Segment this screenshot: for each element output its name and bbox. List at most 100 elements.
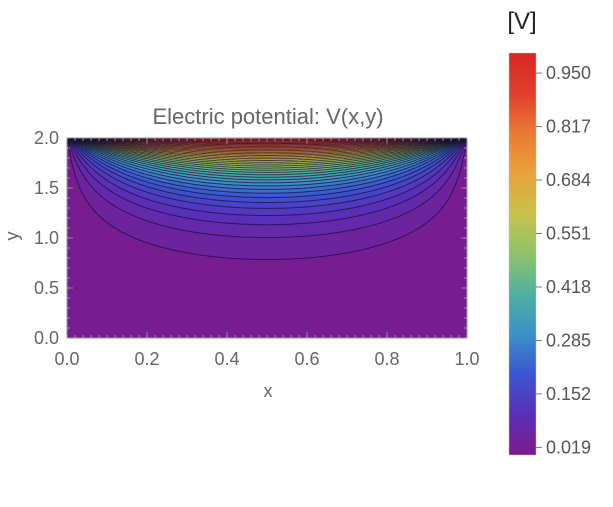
heatmap-cell — [435, 298, 440, 301]
heatmap-cell — [279, 248, 284, 251]
heatmap-cell — [227, 278, 232, 281]
heatmap-cell — [247, 310, 252, 313]
heatmap-cell — [371, 250, 376, 253]
heatmap-cell — [347, 334, 352, 337]
heatmap-cell — [275, 276, 280, 279]
heatmap-cell — [171, 284, 176, 287]
heatmap-cell — [159, 326, 164, 329]
heatmap-cell — [135, 274, 140, 277]
heatmap-cell — [239, 282, 244, 285]
heatmap-cell — [263, 318, 268, 321]
heatmap-cell — [287, 330, 292, 333]
heatmap-cell — [375, 302, 380, 305]
heatmap-cell — [399, 282, 404, 285]
heatmap-cell — [431, 290, 436, 293]
heatmap-cell — [327, 308, 332, 311]
heatmap-cell — [71, 238, 76, 241]
heatmap-cell — [111, 242, 116, 245]
heatmap-cell — [451, 322, 456, 325]
heatmap-cell — [171, 298, 176, 301]
heatmap-cell — [363, 258, 368, 261]
heatmap-cell — [243, 324, 248, 327]
heatmap-cell — [199, 294, 204, 297]
heatmap-cell — [235, 336, 240, 338]
heatmap-cell — [111, 264, 116, 267]
heatmap-cell — [231, 274, 236, 277]
heatmap-cell — [355, 238, 360, 241]
heatmap-cell — [315, 266, 320, 269]
heatmap-cell — [171, 264, 176, 267]
heatmap-cell — [87, 318, 92, 321]
heatmap-cell — [335, 296, 340, 299]
heatmap-cell — [155, 294, 160, 297]
heatmap-cell — [375, 262, 380, 265]
heatmap-cell — [459, 320, 464, 323]
heatmap-cell — [75, 306, 80, 309]
heatmap-cell — [291, 308, 296, 311]
heatmap-cell — [231, 254, 236, 257]
heatmap-cell — [143, 298, 148, 301]
heatmap-cell — [167, 288, 172, 291]
heatmap-cell — [283, 298, 288, 301]
heatmap-cell — [271, 284, 276, 287]
heatmap-cell — [439, 320, 444, 323]
heatmap-cell — [211, 250, 216, 253]
heatmap-cell — [127, 292, 132, 295]
heatmap-cell — [439, 240, 444, 243]
heatmap-cell — [159, 242, 164, 245]
heatmap-cell — [359, 250, 364, 253]
heatmap-cell — [91, 238, 96, 241]
heatmap-cell — [303, 290, 308, 293]
heatmap-cell — [95, 280, 100, 283]
heatmap-cell — [67, 334, 72, 337]
heatmap-cell — [191, 252, 196, 255]
heatmap-cell — [111, 318, 116, 321]
heatmap-cell — [323, 244, 328, 247]
heatmap-cell — [235, 292, 240, 295]
heatmap-cell — [155, 242, 160, 245]
heatmap-cell — [255, 298, 260, 301]
heatmap-cell — [459, 290, 464, 293]
heatmap-cell — [299, 320, 304, 323]
heatmap-cell — [127, 266, 132, 269]
heatmap-cell — [347, 258, 352, 261]
heatmap-cell — [455, 246, 460, 249]
heatmap-cell — [311, 318, 316, 321]
heatmap-cell — [115, 314, 120, 317]
heatmap-cell — [83, 310, 88, 313]
heatmap-cell — [419, 270, 424, 273]
heatmap-cell — [163, 296, 168, 299]
heatmap-cell — [67, 308, 72, 311]
heatmap-cell — [187, 268, 192, 271]
heatmap-cell — [155, 318, 160, 321]
heatmap-cell — [387, 310, 392, 313]
heatmap-cell — [455, 328, 460, 331]
heatmap-cell — [339, 286, 344, 289]
heatmap-cell — [151, 268, 156, 271]
heatmap-cell — [255, 322, 260, 325]
heatmap-cell — [127, 288, 132, 291]
heatmap-cell — [303, 328, 308, 331]
heatmap-cell — [379, 294, 384, 297]
heatmap-cell — [343, 284, 348, 287]
heatmap-cell — [159, 272, 164, 275]
heatmap-cell — [227, 316, 232, 319]
heatmap-cell — [215, 282, 220, 285]
heatmap-cell — [287, 328, 292, 331]
heatmap-cell — [159, 260, 164, 263]
heatmap-cell — [119, 242, 124, 245]
heatmap-cell — [403, 276, 408, 279]
heatmap-cell — [407, 334, 412, 337]
heatmap-cell — [271, 244, 276, 247]
heatmap-cell — [415, 264, 420, 267]
heatmap-cell — [83, 334, 88, 337]
heatmap-cell — [435, 304, 440, 307]
heatmap-cell — [315, 300, 320, 303]
heatmap-cell — [255, 312, 260, 315]
heatmap-cell — [211, 308, 216, 311]
heatmap-cell — [75, 278, 80, 281]
heatmap-cell — [147, 312, 152, 315]
heatmap-cell — [215, 284, 220, 287]
heatmap-cell — [99, 304, 104, 307]
heatmap-cell — [447, 266, 452, 269]
